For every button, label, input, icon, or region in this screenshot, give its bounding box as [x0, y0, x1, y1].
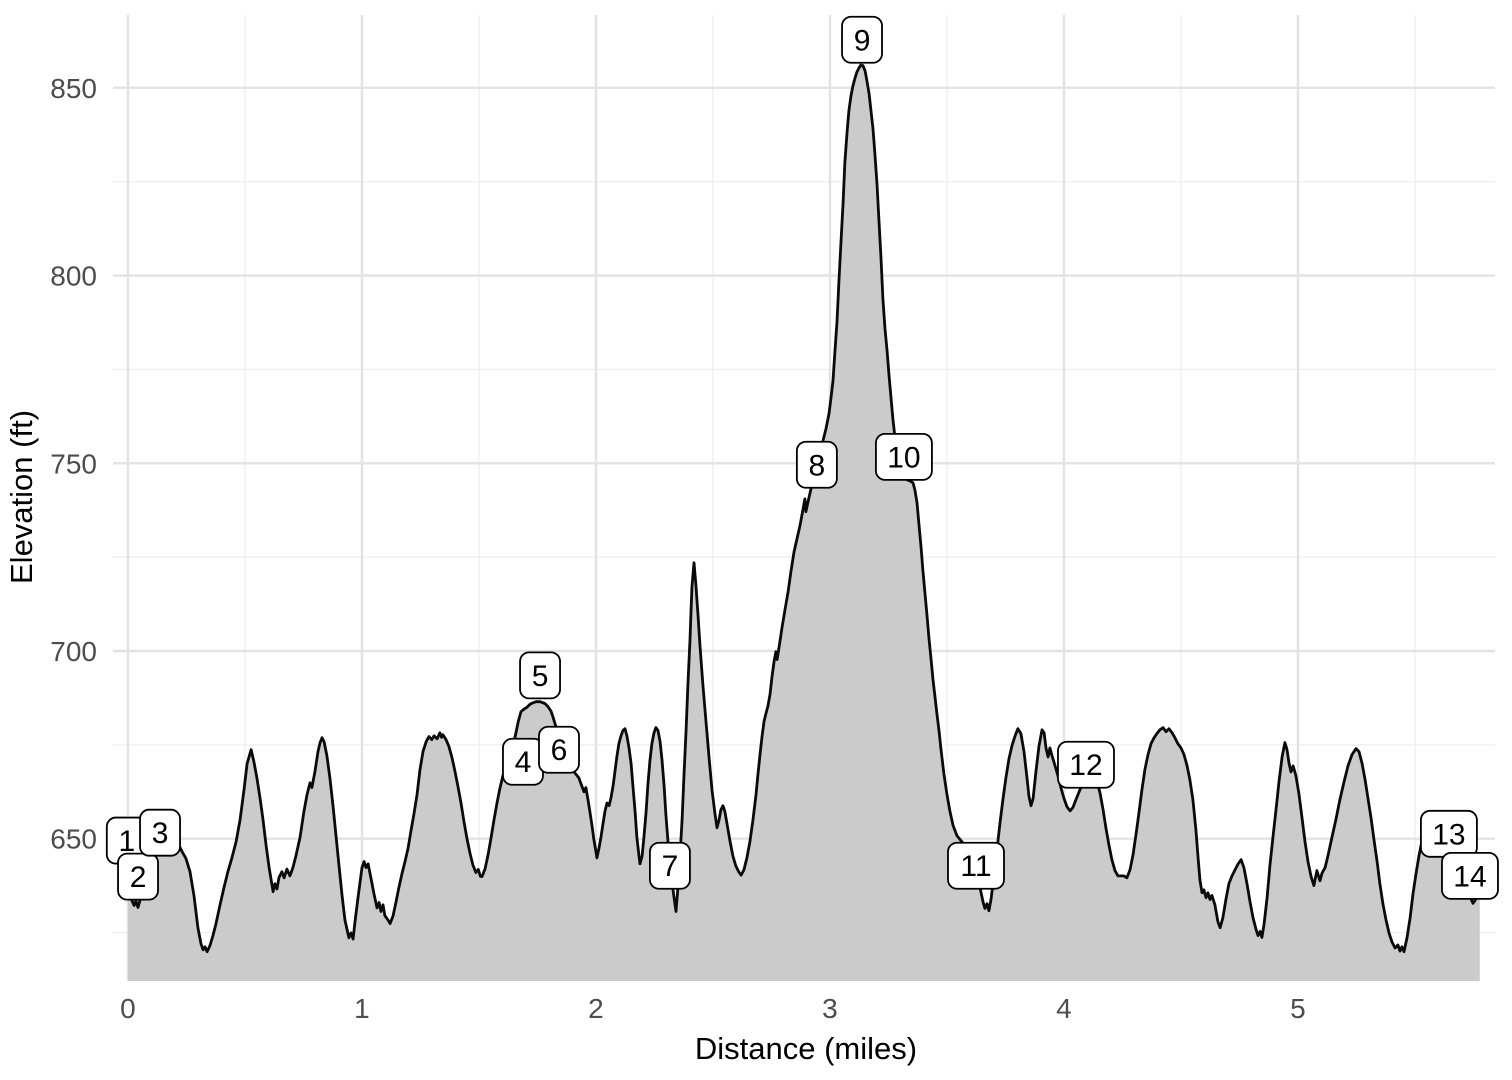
- waypoint-marker-label-11: 11: [960, 850, 991, 883]
- waypoint-marker-box-10: [875, 432, 933, 481]
- waypoint-marker-label-2: 2: [130, 861, 147, 894]
- waypoint-marker-label-4: 4: [515, 746, 532, 779]
- x-tick-label-5: 5: [1290, 993, 1306, 1024]
- waypoint-marker-label-8: 8: [809, 449, 826, 482]
- waypoint-marker-label-10: 10: [887, 441, 920, 474]
- waypoint-marker-box-8: [795, 440, 838, 489]
- waypoint-marker-box-12: [1057, 740, 1115, 789]
- waypoint-marker-box-3: [139, 808, 181, 857]
- waypoint-marker-label-6: 6: [551, 734, 568, 767]
- waypoint-marker-6: 6: [538, 725, 580, 774]
- x-axis-title: Distance (miles): [695, 1031, 917, 1066]
- y-tick-label-700: 700: [50, 636, 97, 667]
- waypoint-marker-11: 11: [947, 841, 1005, 890]
- waypoint-marker-12: 12: [1057, 740, 1115, 789]
- y-tick-label-850: 850: [50, 73, 97, 104]
- waypoint-marker-box-7: [649, 841, 691, 890]
- y-tick-label-650: 650: [50, 824, 97, 855]
- waypoint-marker-box-5: [519, 651, 561, 700]
- elevation-line: [126, 63, 1482, 954]
- waypoint-marker-box-9: [841, 15, 883, 64]
- x-tick-label-1: 1: [354, 993, 370, 1024]
- waypoint-marker-13: 13: [1420, 809, 1478, 858]
- waypoint-marker-9: 9: [841, 15, 883, 64]
- y-tick-label-800: 800: [50, 261, 97, 292]
- waypoint-marker-label-3: 3: [152, 817, 169, 850]
- x-tick-label-3: 3: [822, 993, 838, 1024]
- waypoint-marker-10: 10: [875, 432, 933, 481]
- waypoint-marker-box-6: [538, 725, 580, 774]
- waypoint-marker-label-5: 5: [532, 660, 549, 693]
- x-tick-label-0: 0: [120, 993, 136, 1024]
- waypoint-marker-label-1: 1: [118, 825, 135, 858]
- waypoint-marker-5: 5: [519, 651, 561, 700]
- waypoint-marker-box-11: [947, 841, 1005, 890]
- waypoint-marker-14: 14: [1441, 851, 1499, 900]
- waypoint-marker-1: 1: [105, 816, 148, 865]
- waypoint-marker-2: 2: [117, 852, 159, 901]
- waypoint-marker-7: 7: [649, 841, 691, 890]
- elevation-series: [126, 63, 1482, 981]
- waypoint-marker-box-2: [117, 852, 159, 901]
- x-tick-label-4: 4: [1056, 993, 1072, 1024]
- waypoint-marker-label-9: 9: [854, 24, 871, 57]
- y-tick-label-750: 750: [50, 448, 97, 479]
- x-tick-label-2: 2: [588, 993, 604, 1024]
- elevation-area-fill: [128, 64, 1480, 981]
- y-axis-title: Elevation (ft): [4, 410, 39, 584]
- waypoint-marker-8: 8: [795, 440, 838, 489]
- waypoint-marker-label-13: 13: [1432, 818, 1465, 851]
- waypoint-marker-4: 4: [502, 737, 544, 786]
- waypoint-marker-label-12: 12: [1069, 749, 1102, 782]
- waypoint-marker-3: 3: [139, 808, 181, 857]
- waypoint-marker-label-7: 7: [662, 850, 679, 883]
- waypoint-marker-label-14: 14: [1453, 860, 1486, 893]
- waypoint-marker-box-14: [1441, 851, 1499, 900]
